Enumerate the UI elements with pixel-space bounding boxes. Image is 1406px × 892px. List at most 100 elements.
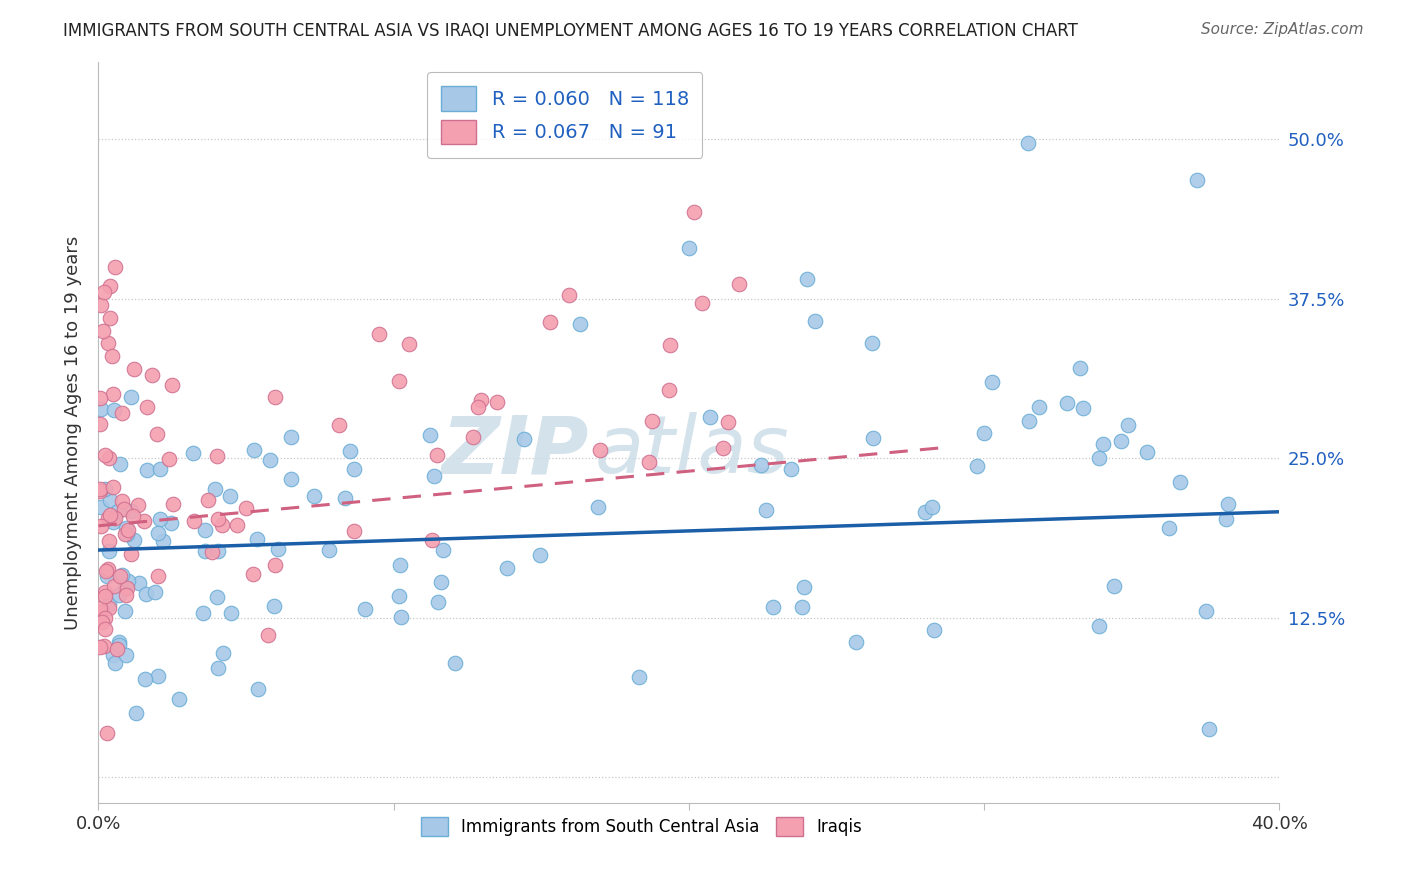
Point bbox=[114, 589, 136, 603]
Point bbox=[120, 503, 142, 517]
Point bbox=[280, 430, 302, 444]
Point bbox=[107, 634, 129, 648]
Point bbox=[94, 611, 117, 625]
Point bbox=[108, 588, 131, 602]
Point bbox=[354, 602, 377, 616]
Point bbox=[90, 500, 112, 514]
Point bbox=[111, 494, 134, 508]
Point bbox=[860, 336, 883, 351]
Point bbox=[242, 567, 264, 582]
Point bbox=[207, 512, 229, 526]
Point bbox=[263, 558, 285, 573]
Point bbox=[1195, 604, 1218, 618]
Point bbox=[1216, 497, 1239, 511]
Point bbox=[568, 317, 591, 331]
Point bbox=[96, 725, 118, 739]
Point bbox=[89, 482, 111, 496]
Point bbox=[114, 603, 136, 617]
Point bbox=[143, 584, 166, 599]
Point bbox=[538, 315, 561, 329]
Point bbox=[104, 260, 127, 274]
Point bbox=[115, 527, 138, 541]
Point bbox=[205, 591, 228, 605]
Point bbox=[1028, 400, 1050, 414]
Point bbox=[921, 500, 943, 514]
Point bbox=[426, 595, 449, 609]
Point bbox=[117, 523, 139, 537]
Point bbox=[1215, 511, 1237, 525]
Point bbox=[148, 669, 170, 683]
Point bbox=[111, 407, 134, 421]
Point bbox=[796, 272, 818, 286]
Point bbox=[486, 395, 509, 409]
Point bbox=[432, 543, 454, 558]
Point bbox=[157, 451, 180, 466]
Point bbox=[246, 681, 269, 696]
Point bbox=[194, 523, 217, 537]
Point bbox=[94, 585, 117, 599]
Point bbox=[94, 622, 117, 636]
Point bbox=[1136, 444, 1159, 458]
Point bbox=[117, 574, 139, 589]
Point bbox=[1116, 418, 1139, 433]
Point bbox=[100, 349, 122, 363]
Point bbox=[122, 361, 145, 376]
Point bbox=[136, 463, 159, 477]
Point bbox=[690, 295, 713, 310]
Point bbox=[267, 542, 290, 557]
Point bbox=[103, 579, 125, 593]
Point bbox=[122, 533, 145, 547]
Point bbox=[120, 547, 142, 561]
Point bbox=[225, 518, 247, 533]
Point bbox=[263, 599, 285, 614]
Point bbox=[862, 431, 884, 445]
Point bbox=[89, 640, 111, 654]
Point bbox=[98, 544, 121, 558]
Point bbox=[183, 514, 205, 528]
Point bbox=[89, 483, 111, 498]
Point bbox=[162, 497, 184, 511]
Point bbox=[426, 448, 449, 462]
Point bbox=[914, 505, 936, 519]
Point bbox=[280, 472, 302, 486]
Point bbox=[89, 392, 111, 406]
Point bbox=[235, 501, 257, 516]
Text: Source: ZipAtlas.com: Source: ZipAtlas.com bbox=[1201, 22, 1364, 37]
Point bbox=[114, 648, 136, 662]
Point bbox=[136, 400, 159, 414]
Point bbox=[678, 240, 700, 255]
Point bbox=[1018, 414, 1040, 428]
Point bbox=[779, 462, 801, 476]
Point bbox=[103, 403, 125, 417]
Point bbox=[90, 519, 112, 533]
Point bbox=[194, 544, 217, 558]
Point bbox=[193, 606, 215, 620]
Point bbox=[430, 575, 453, 590]
Text: atlas: atlas bbox=[595, 412, 789, 490]
Point bbox=[89, 605, 111, 619]
Point bbox=[98, 278, 121, 293]
Point bbox=[219, 606, 242, 620]
Point bbox=[201, 545, 224, 559]
Point bbox=[93, 640, 115, 654]
Point bbox=[1198, 722, 1220, 736]
Point bbox=[318, 543, 340, 558]
Point bbox=[368, 327, 391, 342]
Point bbox=[711, 441, 734, 455]
Point bbox=[197, 493, 219, 508]
Point bbox=[97, 336, 120, 351]
Point bbox=[98, 508, 121, 523]
Point bbox=[149, 511, 172, 525]
Point bbox=[388, 374, 411, 388]
Point bbox=[122, 508, 145, 523]
Point bbox=[243, 442, 266, 457]
Point bbox=[389, 609, 412, 624]
Point bbox=[134, 514, 156, 528]
Point bbox=[1109, 434, 1132, 448]
Point bbox=[790, 599, 813, 614]
Point bbox=[93, 285, 115, 300]
Point bbox=[127, 498, 149, 512]
Point bbox=[761, 600, 783, 615]
Point bbox=[111, 567, 134, 582]
Point bbox=[659, 338, 682, 352]
